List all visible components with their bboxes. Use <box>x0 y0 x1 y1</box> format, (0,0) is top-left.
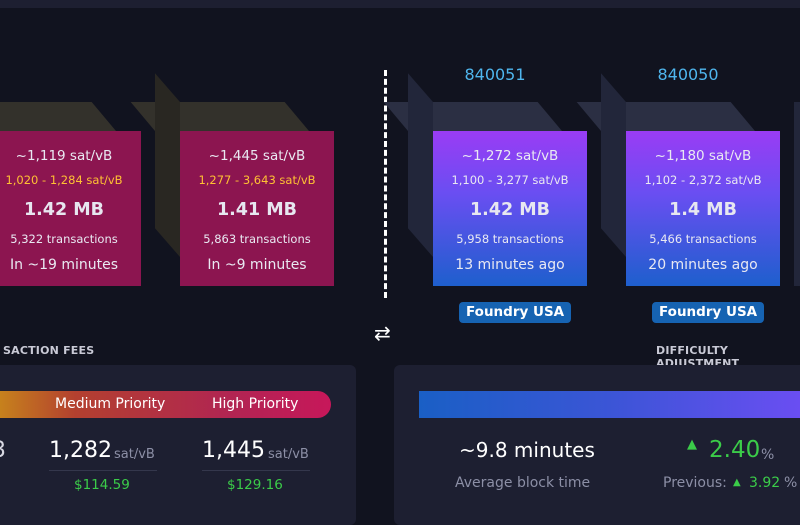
block-time-ago: 20 minutes ago <box>648 257 758 273</box>
block-fee-range: 1,277 - 3,643 sat/vB <box>198 173 316 187</box>
high-fee-underline <box>202 470 310 471</box>
difficulty-progress-bar <box>419 391 800 418</box>
block-side-face <box>155 73 180 258</box>
block-fee-range: 1,020 - 1,284 sat/vB <box>5 173 123 187</box>
swap-arrows-icon[interactable]: ⇄ <box>374 321 391 345</box>
pool-badge[interactable]: Foundry USA <box>459 302 572 323</box>
block-median-fee: ~1,445 sat/vB <box>208 148 306 164</box>
mined-block-840050[interactable]: ~1,180 sat/vB 1,102 - 2,372 sat/vB 1.4 M… <box>576 73 780 286</box>
block-eta: In ~19 minutes <box>9 257 119 273</box>
block-tx-count: 5,466 transactions <box>649 232 757 246</box>
block-size: 1.42 MB <box>23 200 105 220</box>
difficulty-change-unit: % <box>761 447 775 463</box>
block-top-face <box>0 102 117 131</box>
high-priority-fee-unit: sat/vB <box>268 447 309 462</box>
previous-label: Previous: <box>663 475 727 491</box>
block-face: ~1,180 sat/vB 1,102 - 2,372 sat/vB 1.4 M… <box>626 131 780 286</box>
block-time-ago: 13 minutes ago <box>455 257 565 273</box>
average-block-time-value: ~9.8 minutes <box>459 438 595 462</box>
medium-priority-fee-unit: sat/vB <box>114 447 155 462</box>
block-tx-count: 5,322 transactions <box>10 232 118 246</box>
high-priority-fee-value: 1,445 <box>202 438 265 463</box>
block-fee-range: 1,102 - 2,372 sat/vB <box>644 173 762 187</box>
previous-change-value: 3.92 <box>749 475 781 491</box>
block-height-link[interactable]: 840050 <box>657 65 719 84</box>
priority-gradient-bar <box>0 391 331 418</box>
block-face: ~1,119 sat/vB 1,020 - 1,284 sat/vB 1.42 … <box>0 131 141 286</box>
average-block-time-label: Average block time <box>455 475 591 491</box>
block-tx-count: 5,863 transactions <box>203 232 311 246</box>
medium-priority-usd: $114.59 <box>74 477 130 493</box>
previous-change-unit: % <box>784 475 798 491</box>
block-median-fee: ~1,272 sat/vB <box>461 148 559 164</box>
high-priority-label: High Priority <box>212 396 299 412</box>
block-median-fee: ~1,180 sat/vB <box>654 148 752 164</box>
block-face: ~1,272 sat/vB 1,100 - 3,277 sat/vB 1.42 … <box>433 131 587 286</box>
change-up-arrow-icon: ▲ <box>687 437 697 452</box>
top-bar <box>0 0 800 8</box>
transaction-fees-title: SACTION FEES <box>3 344 95 357</box>
block-size: 1.4 MB <box>669 200 737 220</box>
mempool-blockchain-divider <box>384 70 387 298</box>
block-height-link[interactable]: 840051 <box>464 65 526 84</box>
previous-up-arrow-icon: ▲ <box>733 477 741 488</box>
pending-block-2[interactable]: ~1,445 sat/vB 1,277 - 3,643 sat/vB 1.41 … <box>130 73 334 286</box>
medium-priority-label: Medium Priority <box>55 396 166 412</box>
block-tx-count: 5,958 transactions <box>456 232 564 246</box>
mined-block-840051[interactable]: ~1,272 sat/vB 1,100 - 3,277 sat/vB 1.42 … <box>383 73 587 286</box>
difficulty-change-value: 2.40 <box>709 437 761 463</box>
block-eta: In ~9 minutes <box>207 257 307 273</box>
block-size: 1.42 MB <box>469 200 551 220</box>
low-priority-fee-partial: 3 <box>0 438 6 463</box>
block-side-face <box>408 73 433 258</box>
block-fee-range: 1,100 - 3,277 sat/vB <box>451 173 569 187</box>
block-size: 1.41 MB <box>216 200 298 220</box>
block-side-face <box>601 73 626 258</box>
mined-block-partial[interactable] <box>794 102 800 286</box>
block-face: ~1,445 sat/vB 1,277 - 3,643 sat/vB 1.41 … <box>180 131 334 286</box>
pending-block-1[interactable]: ~1,119 sat/vB 1,020 - 1,284 sat/vB 1.42 … <box>0 102 141 286</box>
high-priority-usd: $129.16 <box>227 477 283 493</box>
medium-priority-fee-value: 1,282 <box>49 438 112 463</box>
block-median-fee: ~1,119 sat/vB <box>15 148 113 164</box>
medium-fee-underline <box>49 470 157 471</box>
pool-badge[interactable]: Foundry USA <box>652 302 765 323</box>
